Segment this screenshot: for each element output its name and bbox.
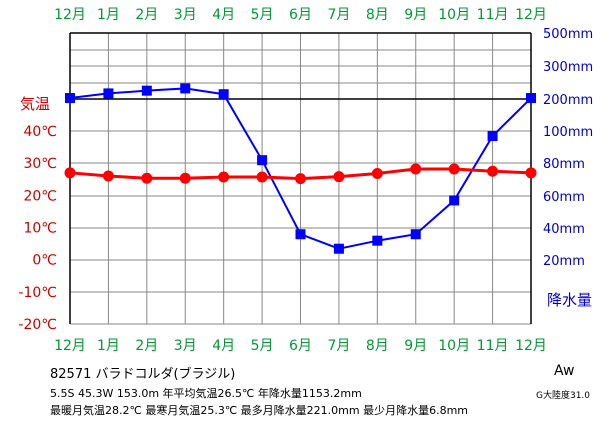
precipitation-tick: 20mm	[543, 254, 585, 269]
month-label: 2月	[135, 7, 158, 23]
month-label: 4月	[212, 7, 235, 23]
precipitation-series	[65, 83, 536, 254]
temperature-point	[371, 167, 383, 179]
month-label: 7月	[327, 7, 350, 23]
month-label: 9月	[404, 338, 427, 354]
station-summary: 5.5S 45.3W 153.0m 年平均気温26.5℃ 年降水量1153.2m…	[50, 387, 362, 400]
temperature-point	[256, 171, 268, 183]
month-label: 2月	[135, 338, 158, 354]
month-label: 12月	[515, 7, 547, 23]
precipitation-point	[449, 195, 460, 206]
month-label: 8月	[366, 7, 389, 23]
plot-frame	[69, 32, 532, 324]
temperature-point	[410, 163, 422, 175]
station-name: 82571 バラドコルダ(ブラジル)	[50, 367, 236, 382]
month-label: 11月	[477, 338, 509, 354]
precipitation-point	[295, 229, 306, 240]
precipitation-point	[180, 83, 191, 94]
climate-classification: Aw	[554, 363, 575, 379]
precipitation-point	[65, 93, 75, 104]
temperature-point	[333, 171, 345, 183]
temperature-tick: -10℃	[18, 285, 57, 301]
month-labels-bottom: 12月 1月 2月 3月 4月 5月 6月 7月 8月 9月 10月 11月 12月	[54, 338, 547, 354]
precipitation-point	[141, 85, 152, 96]
temperature-point	[295, 173, 306, 185]
temperature-point	[64, 167, 76, 179]
precipitation-point	[410, 229, 421, 240]
continentality-index: G大陸度31.0	[536, 391, 591, 401]
station-extremes: 最暖月気温28.2℃ 最寒月気温25.3℃ 最多月降水量221.0mm 最少月降…	[50, 404, 469, 417]
precipitation-tick: 0mm	[543, 0, 577, 4]
precipitation-tick: 500mm	[543, 27, 593, 42]
month-label: 3月	[174, 7, 197, 23]
precipitation-point	[333, 243, 344, 254]
month-label: 6月	[289, 338, 312, 354]
temperature-tick: 40℃	[23, 124, 57, 140]
precipitation-tick: 100mm	[543, 125, 593, 140]
precipitation-tick: 80mm	[543, 157, 585, 172]
temperature-tick: -20℃	[18, 317, 57, 333]
month-label: 5月	[251, 7, 274, 23]
temperature-axis-title: 気温	[20, 95, 50, 113]
temperature-tick: 10℃	[23, 221, 57, 237]
month-label: 11月	[477, 7, 509, 23]
precipitation-tick: 40mm	[543, 222, 585, 237]
month-label: 8月	[366, 338, 389, 354]
precipitation-point	[487, 131, 498, 142]
month-label: 10月	[438, 7, 470, 23]
temperature-point	[448, 163, 460, 175]
month-label: 4月	[212, 338, 235, 354]
month-label: 12月	[54, 7, 86, 23]
temperature-tick: 0℃	[32, 253, 57, 269]
precipitation-point	[526, 93, 536, 104]
month-label: 1月	[97, 7, 120, 23]
month-label: 10月	[438, 338, 470, 354]
temperature-tick-labels: 40℃ 30℃ 20℃ 10℃ 0℃ -10℃ -20℃	[18, 124, 57, 333]
temperature-tick: 20℃	[23, 188, 57, 204]
precipitation-axis-title: 降水量	[547, 291, 592, 309]
temperature-point	[102, 170, 114, 182]
temperature-point	[141, 172, 153, 184]
month-label: 12月	[54, 338, 86, 354]
temperature-point	[487, 165, 499, 177]
temperature-point	[525, 167, 537, 179]
temperature-tick: 30℃	[23, 156, 57, 172]
month-label: 5月	[251, 338, 274, 354]
month-label: 6月	[289, 7, 312, 23]
precipitation-point	[103, 88, 114, 99]
month-label: 7月	[327, 338, 350, 354]
month-label: 3月	[174, 338, 197, 354]
precipitation-point	[218, 89, 229, 100]
month-label: 12月	[515, 338, 547, 354]
month-label: 9月	[404, 7, 427, 23]
precipitation-point	[257, 155, 268, 166]
temperature-series	[64, 163, 537, 185]
month-label: 1月	[97, 338, 120, 354]
precipitation-tick: 200mm	[543, 93, 593, 108]
precipitation-tick: 300mm	[543, 60, 593, 75]
month-labels-top: 12月 1月 2月 3月 4月 5月 6月 7月 8月 9月 10月 11月 12月	[54, 7, 547, 23]
precipitation-tick: 60mm	[543, 190, 585, 205]
temperature-point	[179, 172, 191, 184]
precipitation-tick-labels: 500mm 300mm 200mm 100mm 80mm 60mm 40mm 20mm 0mm	[543, 0, 593, 269]
temperature-point	[218, 171, 230, 183]
precipitation-point	[372, 235, 383, 246]
